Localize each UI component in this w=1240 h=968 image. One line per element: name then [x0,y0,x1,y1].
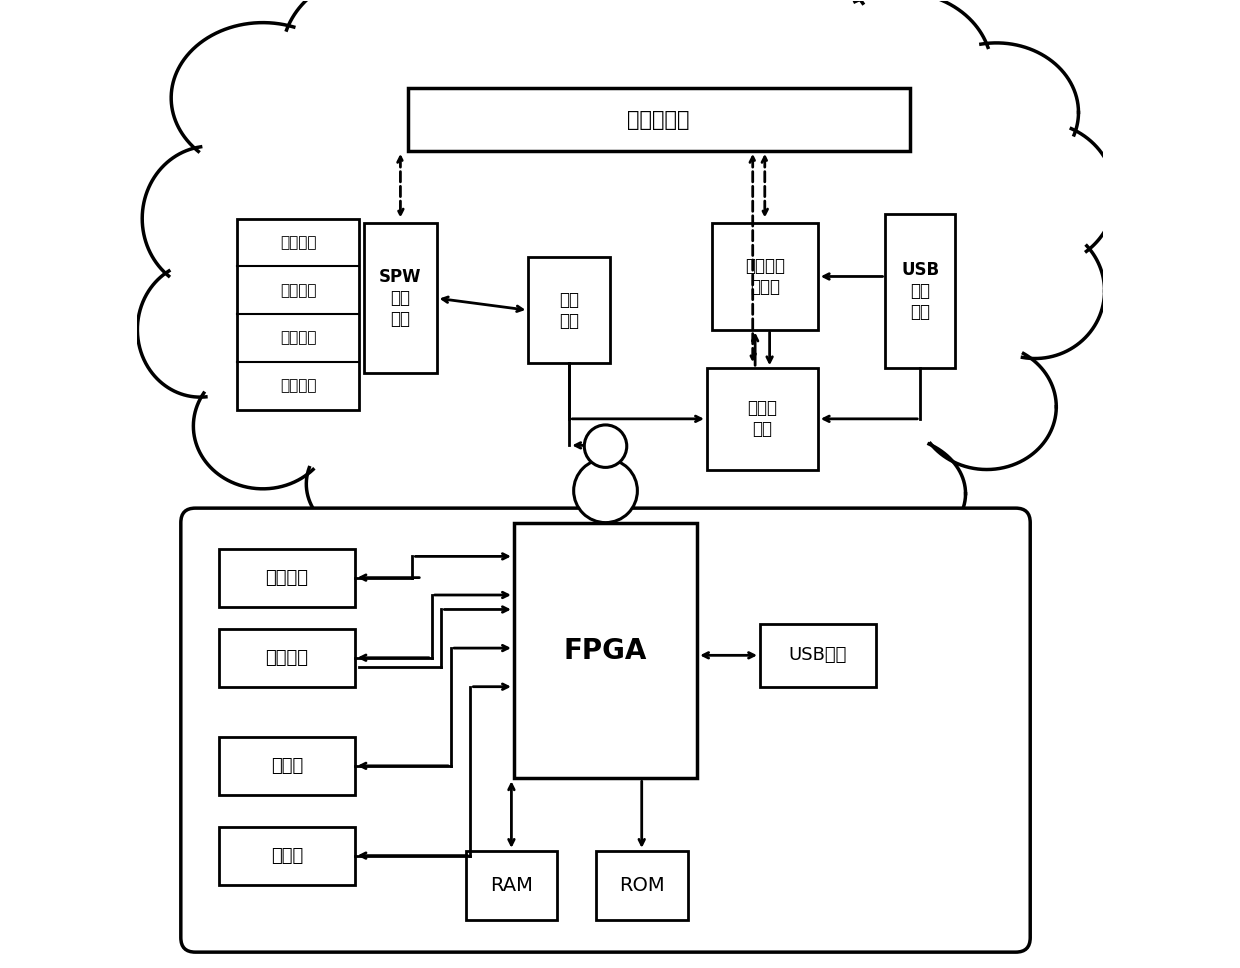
Text: 电接口: 电接口 [270,847,303,864]
Ellipse shape [196,20,1044,523]
Text: USB
接口
控制: USB 接口 控制 [901,261,939,320]
Text: 光口逻辑: 光口逻辑 [280,235,316,250]
Text: 光纤接口: 光纤接口 [265,649,309,667]
FancyBboxPatch shape [181,508,1030,953]
Ellipse shape [804,0,996,150]
Ellipse shape [166,18,360,177]
Bar [596,851,687,921]
Bar [885,214,955,368]
Ellipse shape [190,360,336,492]
Ellipse shape [278,0,480,140]
Bar [760,624,875,686]
Ellipse shape [553,469,725,587]
Text: SPW
接口
控制: SPW 接口 控制 [379,268,422,328]
Ellipse shape [528,0,750,129]
Text: 光口逻辑: 光口逻辑 [280,283,316,298]
Bar [712,224,818,329]
Ellipse shape [961,118,1118,270]
Circle shape [584,425,626,468]
Text: 电口逻辑: 电口逻辑 [280,378,316,393]
Text: 数据流
控制: 数据流 控制 [748,400,777,439]
Text: 电口逻辑: 电口逻辑 [280,330,316,346]
Ellipse shape [811,433,970,555]
Bar [219,737,355,795]
Ellipse shape [682,464,848,582]
Bar [707,368,818,469]
Bar [219,629,355,686]
Text: 电接口: 电接口 [270,757,303,774]
Bar [219,549,355,607]
Text: RAM: RAM [490,876,533,895]
Ellipse shape [430,467,596,578]
Bar [237,219,360,409]
Ellipse shape [668,0,880,134]
Text: 指令解析
与响应: 指令解析 与响应 [745,257,785,296]
Text: FPGA: FPGA [564,637,647,664]
Ellipse shape [910,40,1083,185]
Bar [528,257,610,363]
Ellipse shape [303,423,455,545]
Text: 数据
缓存: 数据 缓存 [559,290,579,330]
Text: ROM: ROM [619,876,665,895]
Ellipse shape [962,220,1109,362]
Text: 光纤接口: 光纤接口 [265,568,309,587]
Circle shape [574,459,637,523]
Bar [465,851,557,921]
Ellipse shape [134,258,267,401]
Ellipse shape [139,142,280,294]
Text: USB接口: USB接口 [789,647,847,664]
Bar [219,827,355,885]
Bar [513,523,697,778]
Text: 控制寄存器: 控制寄存器 [627,109,689,130]
Ellipse shape [398,0,610,132]
Bar [408,88,910,151]
Ellipse shape [914,341,1060,472]
Bar [365,224,436,373]
